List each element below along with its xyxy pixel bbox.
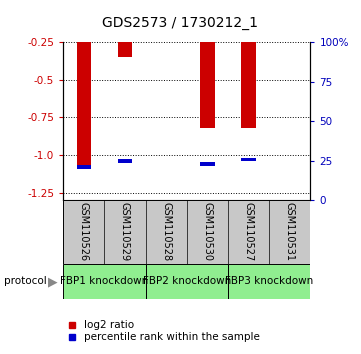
Text: GSM110526: GSM110526 (79, 202, 89, 262)
Text: GSM110529: GSM110529 (120, 202, 130, 262)
Bar (242, 158, 256, 161)
Text: FBP3 knockdown: FBP3 knockdown (225, 276, 313, 286)
Bar (63, 200, 310, 264)
Bar (145, 264, 228, 299)
Bar (77, 42, 91, 167)
Bar (77, 165, 91, 169)
Text: FBP2 knockdown: FBP2 knockdown (143, 276, 231, 286)
Bar (200, 42, 215, 128)
Bar (63, 264, 145, 299)
Bar (118, 42, 132, 57)
Text: GSM110530: GSM110530 (203, 202, 212, 261)
Bar (200, 162, 215, 166)
Bar (242, 42, 256, 128)
Text: GSM110527: GSM110527 (244, 202, 254, 262)
Legend: log2 ratio, percentile rank within the sample: log2 ratio, percentile rank within the s… (68, 320, 260, 342)
Text: GDS2573 / 1730212_1: GDS2573 / 1730212_1 (103, 16, 258, 30)
Bar (228, 264, 310, 299)
Text: GSM110531: GSM110531 (285, 202, 295, 261)
Text: FBP1 knockdown: FBP1 knockdown (60, 276, 148, 286)
Text: ▶: ▶ (48, 275, 57, 288)
Bar (118, 159, 132, 163)
Text: GSM110528: GSM110528 (161, 202, 171, 262)
Text: protocol: protocol (4, 276, 46, 286)
